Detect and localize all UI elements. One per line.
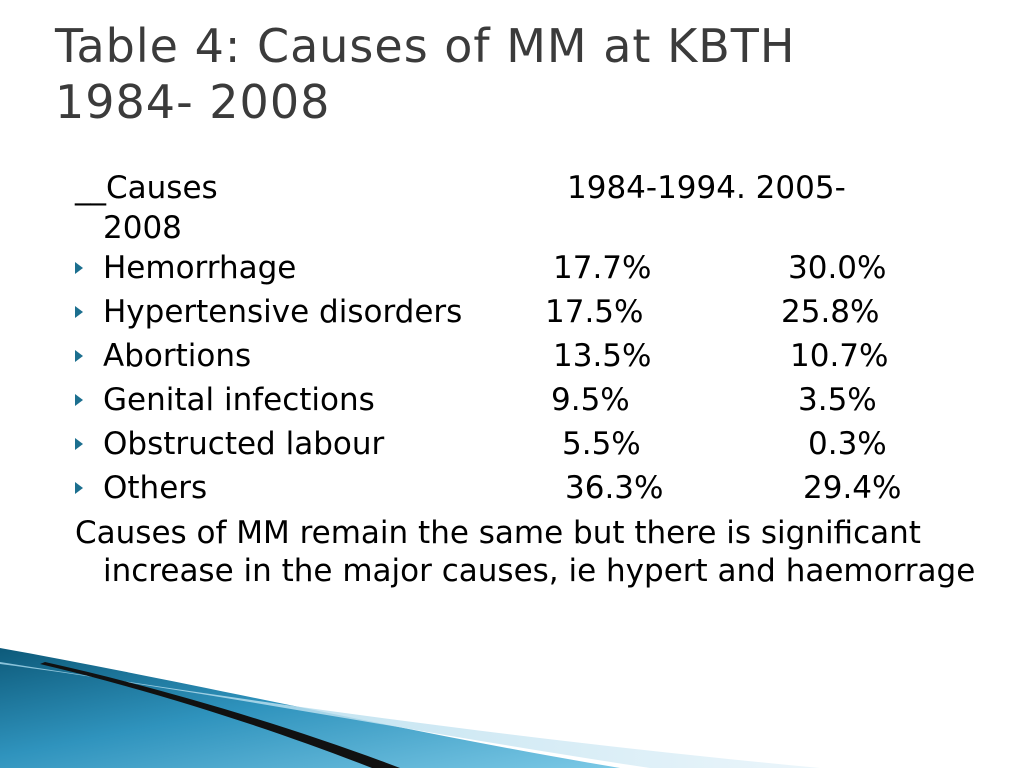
row-value-2005-2008: 10.7% xyxy=(790,338,889,374)
row-cause: Hypertensive disorders xyxy=(103,294,463,330)
triangle-bullet-icon xyxy=(75,350,83,362)
row-value-2005-2008: 30.0% xyxy=(788,250,887,286)
table-row: Hypertensive disorders 17.5% 25.8% xyxy=(75,292,995,336)
triangle-bullet-icon xyxy=(75,482,83,494)
row-value-1984-1994: 9.5% xyxy=(551,382,630,418)
header-periods: 1984-1994. 2005- xyxy=(567,170,846,206)
row-value-2005-2008: 29.4% xyxy=(803,470,902,506)
row-cause: Abortions xyxy=(103,338,252,374)
row-value-1984-1994: 13.5% xyxy=(553,338,652,374)
row-value-1984-1994: 5.5% xyxy=(562,426,641,462)
table-row: Others 36.3% 29.4% xyxy=(75,468,995,512)
row-cause: Genital infections xyxy=(103,382,375,418)
row-value-1984-1994: 17.7% xyxy=(553,250,652,286)
row-cause: Others xyxy=(103,470,208,506)
table-header: __Causes 1984-1994. 2005- 2008 xyxy=(75,168,995,248)
slide-title-line2: 1984- 2008 xyxy=(55,75,331,129)
conclusion-text: Causes of MM remain the same but there i… xyxy=(75,515,976,589)
row-value-1984-1994: 36.3% xyxy=(565,470,664,506)
slide-title-line1: Table 4: Causes of MM at KBTH xyxy=(55,19,796,73)
row-value-2005-2008: 3.5% xyxy=(798,382,877,418)
triangle-bullet-icon xyxy=(75,306,83,318)
triangle-bullet-icon xyxy=(75,394,83,406)
slide-title: Table 4: Causes of MM at KBTH 1984- 2008 xyxy=(55,18,995,130)
table-row: Abortions 13.5% 10.7% xyxy=(75,336,995,380)
row-value-1984-1994: 17.5% xyxy=(545,294,644,330)
table-row: Obstructed labour 5.5% 0.3% xyxy=(75,424,995,468)
table-row: Hemorrhage 17.7% 30.0% xyxy=(75,248,995,292)
slide-body: __Causes 1984-1994. 2005- 2008 Hemorrhag… xyxy=(75,168,995,590)
triangle-bullet-icon xyxy=(75,438,83,450)
triangle-bullet-icon xyxy=(75,262,83,274)
row-cause: Obstructed labour xyxy=(103,426,385,462)
row-value-2005-2008: 25.8% xyxy=(781,294,880,330)
row-cause: Hemorrhage xyxy=(103,250,297,286)
row-value-2005-2008: 0.3% xyxy=(808,426,887,462)
header-periods-wrap: 2008 xyxy=(103,210,182,246)
header-causes: __Causes xyxy=(75,170,218,206)
table-row: Genital infections 9.5% 3.5% xyxy=(75,380,995,424)
